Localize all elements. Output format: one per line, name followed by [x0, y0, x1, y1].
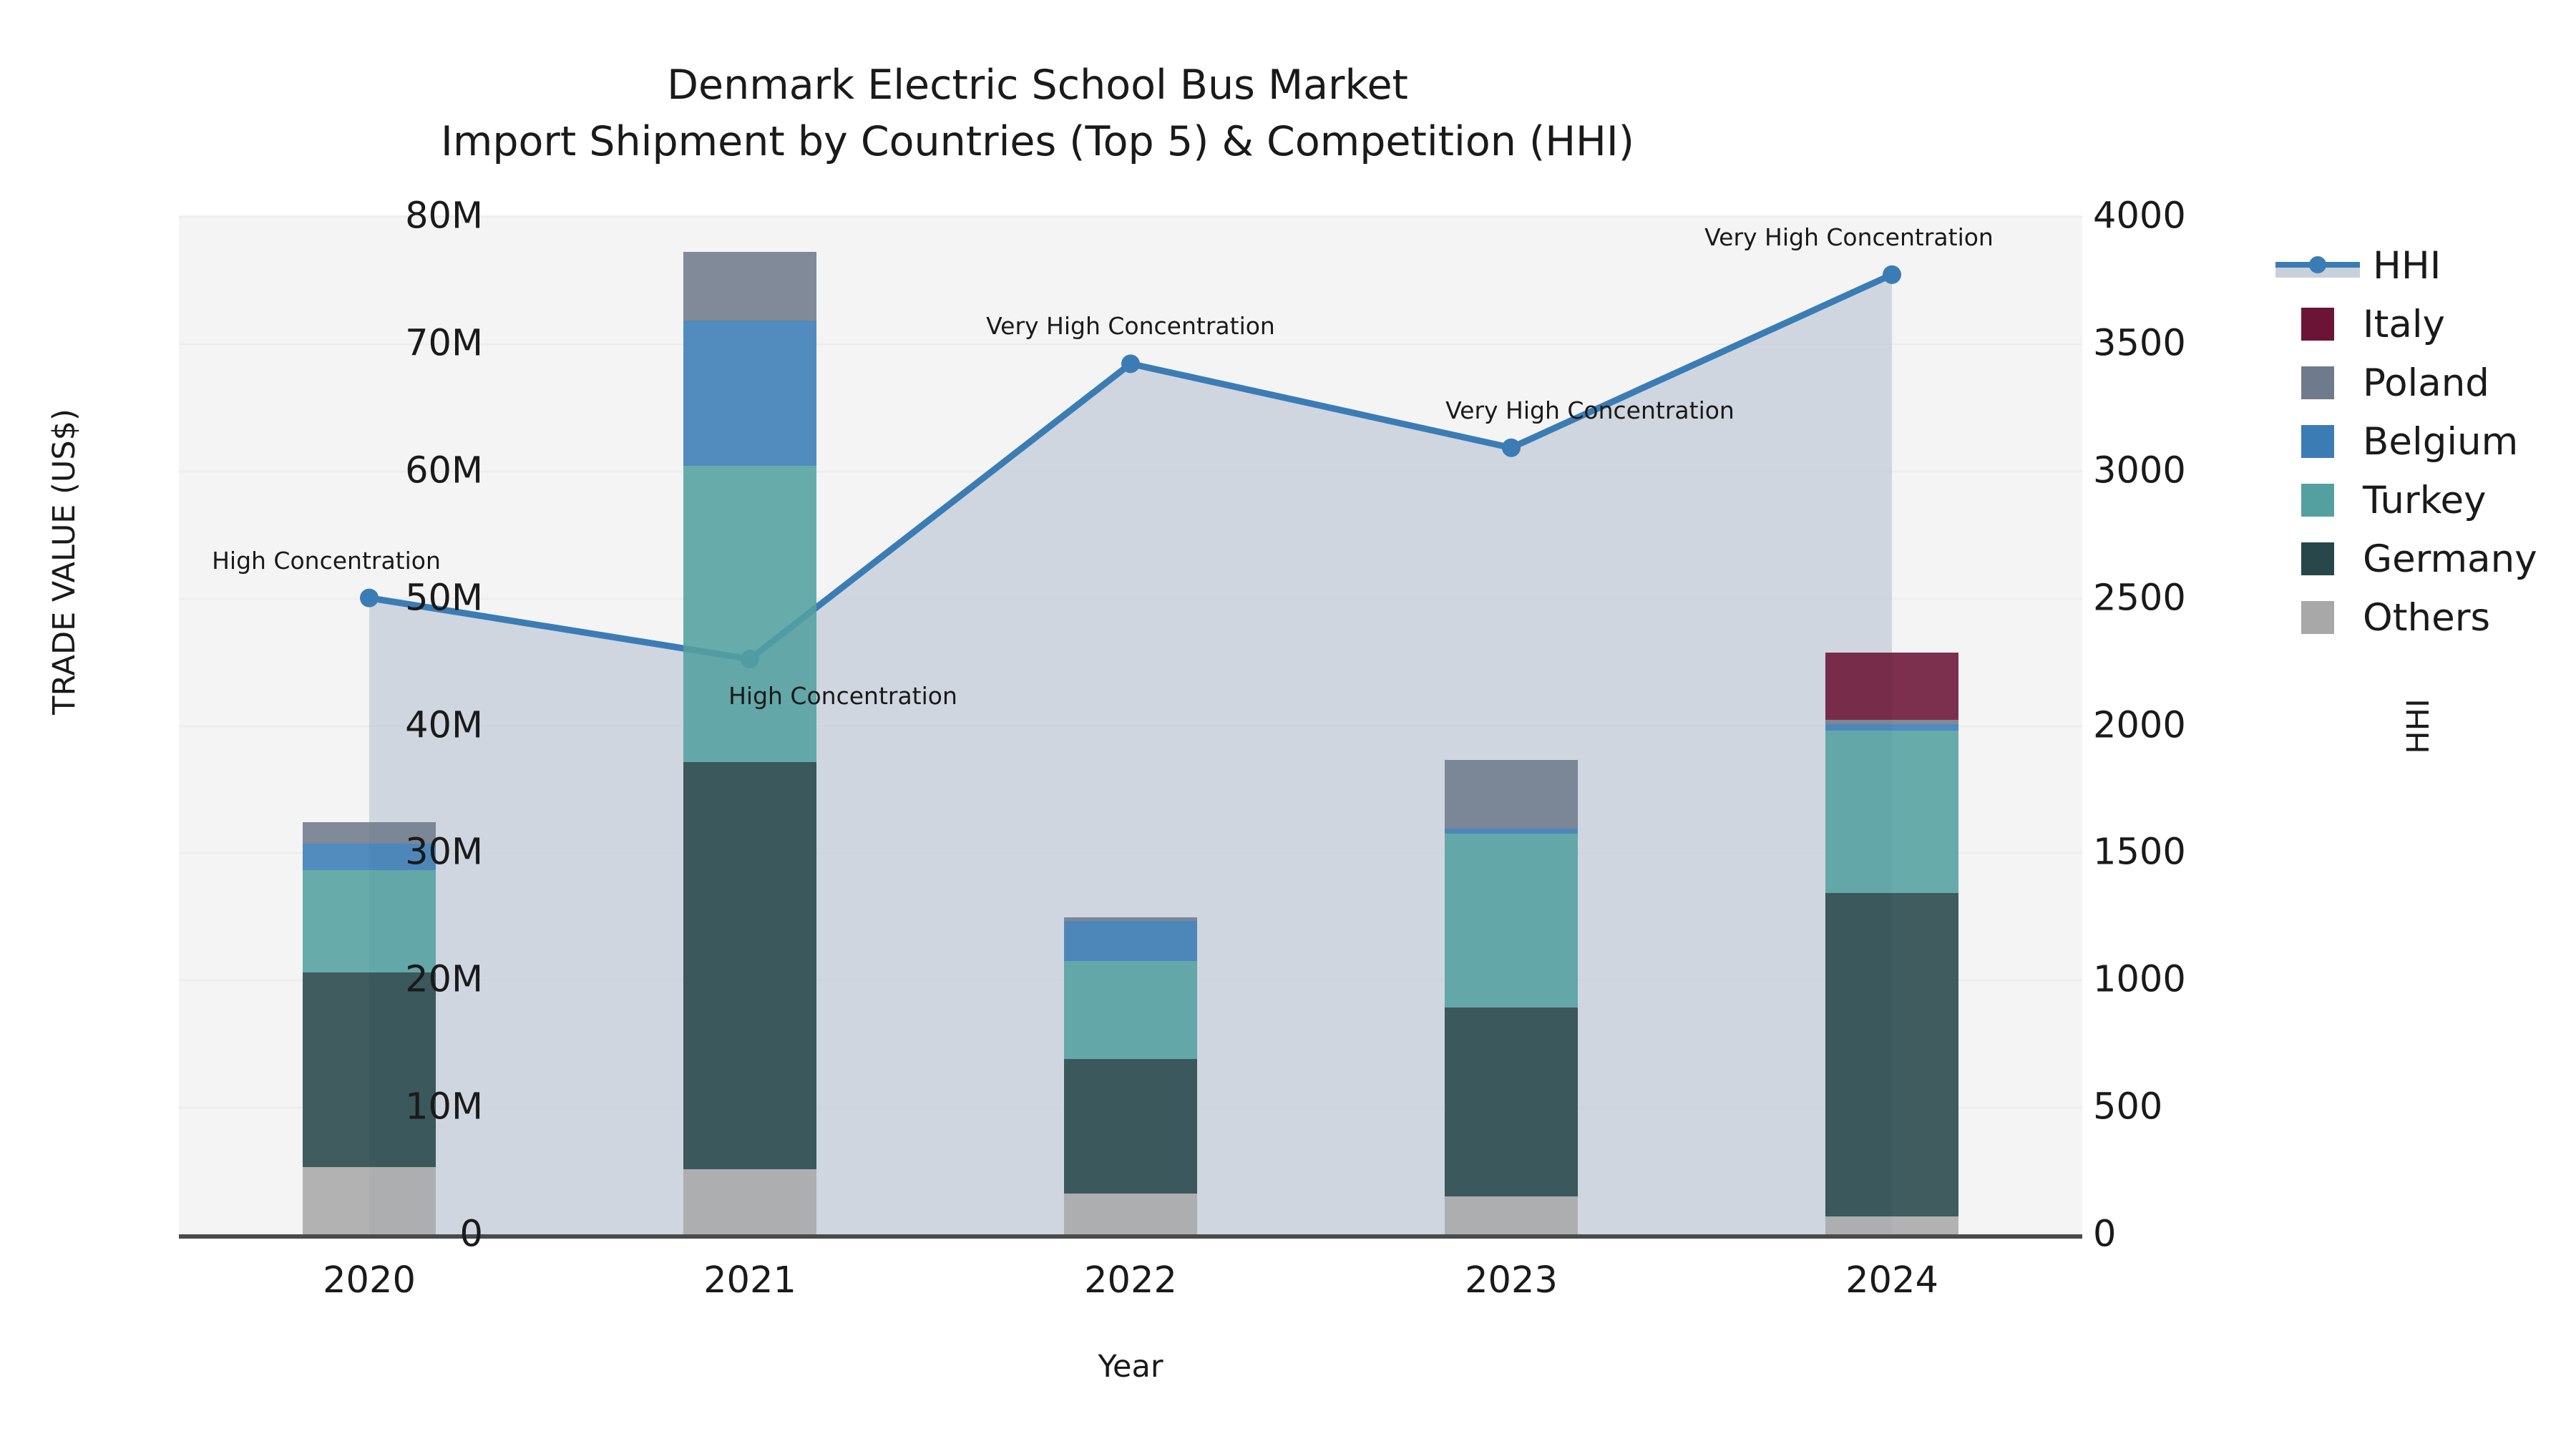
y-left-tick: 40M [405, 704, 483, 746]
bar-segment-turkey[interactable] [303, 870, 436, 972]
annotation-2024: Very High Concentration [1704, 223, 1994, 251]
legend-swatch-turkey [2301, 484, 2334, 517]
bar-segment-others[interactable] [683, 1169, 816, 1234]
legend-swatch-italy [2301, 308, 2334, 341]
y-right-tick: 2500 [2093, 577, 2186, 620]
legend-swatch-poland [2301, 366, 2334, 399]
hhi-marker-2024[interactable] [1883, 265, 1901, 284]
bar-segment-germany[interactable] [1825, 893, 1958, 1217]
y-left-tick: 10M [405, 1085, 483, 1128]
legend-item-others[interactable]: Others [2275, 588, 2537, 647]
annotation-2022: Very High Concentration [986, 312, 1275, 341]
legend-label-italy: Italy [2363, 302, 2445, 346]
y-right-tick: 2000 [2093, 704, 2186, 746]
plot-area: High Concentration High Concentration Very… [179, 215, 2082, 1236]
legend-item-germany[interactable]: Germany [2275, 530, 2537, 588]
x-tick-2021: 2021 [703, 1259, 796, 1302]
chart-title-line-2: Import Shipment by Countries (Top 5) & C… [441, 117, 1634, 165]
legend-item-hhi[interactable]: HHI [2275, 236, 2537, 295]
bar-segment-turkey[interactable] [683, 465, 816, 763]
bar-segment-poland[interactable] [303, 821, 436, 844]
bar-segment-germany[interactable] [303, 972, 436, 1167]
gridline-secondary [179, 215, 2082, 217]
x-axis-label: Year [1098, 1349, 1163, 1385]
hhi-marker-2023[interactable] [1502, 438, 1521, 457]
hhi-marker-2022[interactable] [1121, 354, 1140, 374]
legend-item-belgium[interactable]: Belgium [2275, 412, 2537, 471]
legend-label-turkey: Turkey [2363, 478, 2487, 522]
y-right-tick: 0 [2093, 1213, 2117, 1256]
bar-segment-others[interactable] [1064, 1194, 1197, 1234]
annotation-2021: High Concentration [728, 682, 957, 710]
legend-line-icon [2275, 249, 2360, 282]
bar-segment-turkey[interactable] [1445, 833, 1578, 1008]
x-axis-line [179, 1234, 2082, 1239]
y-left-tick: 80M [405, 195, 483, 238]
bar-segment-belgium[interactable] [303, 843, 436, 871]
x-tick-2024: 2024 [1845, 1259, 1938, 1302]
y-right-tick: 1000 [2093, 958, 2186, 1001]
legend-label-hhi: HHI [2373, 243, 2441, 288]
bar-segment-turkey[interactable] [1064, 960, 1197, 1059]
y-axis-left-label: TRADE VALUE (US$) [47, 409, 82, 715]
y-left-tick: 50M [405, 577, 483, 620]
bar-segment-others[interactable] [1825, 1216, 1958, 1234]
bar-segment-others[interactable] [1445, 1196, 1578, 1234]
y-axis-right-label: HHI [2401, 698, 2436, 754]
bar-segment-belgium[interactable] [683, 320, 816, 466]
y-left-tick: 70M [405, 322, 483, 365]
legend-swatch-belgium [2301, 425, 2334, 458]
legend-swatch-others [2301, 601, 2334, 634]
legend-label-germany: Germany [2363, 537, 2537, 581]
gridline-secondary [179, 342, 2082, 344]
chart-title: Denmark Electric School Bus Market Impor… [0, 57, 2075, 170]
bar-group-2023[interactable] [1445, 216, 1578, 1234]
chart-title-line-1: Denmark Electric School Bus Market [667, 62, 1408, 109]
y-left-tick: 60M [405, 449, 483, 492]
x-tick-2020: 2020 [323, 1259, 416, 1302]
y-left-tick: 20M [405, 958, 483, 1001]
y-right-tick: 4000 [2093, 195, 2186, 238]
legend-item-turkey[interactable]: Turkey [2275, 471, 2537, 530]
legend-marker-dot-icon [2309, 256, 2326, 273]
bar-segment-others[interactable] [303, 1166, 436, 1234]
annotation-2023: Very High Concentration [1445, 396, 1735, 424]
bar-segment-germany[interactable] [683, 762, 816, 1170]
y-right-tick: 500 [2093, 1085, 2163, 1128]
bar-segment-poland[interactable] [1445, 759, 1578, 829]
bar-group-2022[interactable] [1064, 216, 1197, 1234]
legend-swatch-germany [2301, 542, 2334, 575]
bar-segment-germany[interactable] [1064, 1058, 1197, 1194]
bar-segment-italy[interactable] [1825, 653, 1958, 721]
bar-segment-poland[interactable] [1064, 917, 1197, 922]
legend-label-belgium: Belgium [2363, 419, 2519, 464]
x-tick-2023: 2023 [1465, 1259, 1558, 1302]
bar-segment-belgium[interactable] [1825, 723, 1958, 731]
y-right-tick: 1500 [2093, 831, 2186, 874]
y-right-tick: 3000 [2093, 449, 2186, 492]
y-right-tick: 3500 [2093, 322, 2186, 365]
bar-group-2021[interactable] [683, 216, 816, 1234]
bar-segment-belgium[interactable] [1445, 828, 1578, 834]
bar-segment-belgium[interactable] [1064, 921, 1197, 961]
bar-segment-poland[interactable] [683, 251, 816, 321]
legend-label-others: Others [2363, 595, 2491, 640]
bar-group-2024[interactable] [1825, 216, 1958, 1234]
legend-item-italy[interactable]: Italy [2275, 295, 2537, 353]
hhi-marker-2020[interactable] [360, 588, 379, 608]
legend-item-poland[interactable]: Poland [2275, 353, 2537, 412]
annotation-2020: High Concentration [212, 546, 441, 575]
y-left-tick: 0 [459, 1213, 483, 1256]
bar-segment-germany[interactable] [1445, 1008, 1578, 1196]
legend: HHI Italy Poland Belgium Turkey Germany Others [2275, 236, 2537, 647]
x-tick-2022: 2022 [1084, 1259, 1177, 1302]
bar-segment-poland[interactable] [1825, 720, 1958, 724]
bar-group-2020[interactable] [303, 216, 436, 1234]
bar-segment-turkey[interactable] [1825, 730, 1958, 894]
y-left-tick: 30M [405, 831, 483, 874]
legend-label-poland: Poland [2363, 361, 2489, 405]
